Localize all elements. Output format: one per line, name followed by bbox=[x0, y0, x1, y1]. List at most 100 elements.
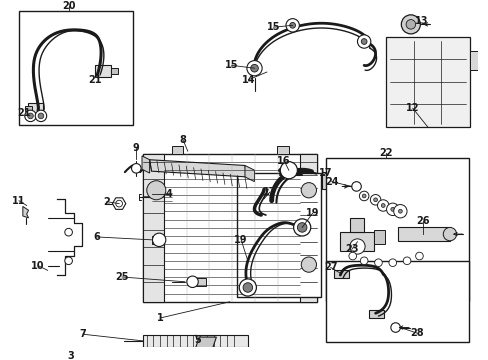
Circle shape bbox=[386, 203, 398, 216]
Bar bbox=[340, 232, 373, 251]
Text: 19: 19 bbox=[305, 208, 319, 218]
Bar bbox=[469, 51, 480, 70]
Bar bbox=[151, 236, 159, 244]
Text: 6: 6 bbox=[94, 232, 101, 242]
Circle shape bbox=[401, 15, 420, 34]
Circle shape bbox=[116, 200, 122, 207]
Text: 15: 15 bbox=[266, 22, 280, 32]
Circle shape bbox=[239, 279, 256, 296]
Circle shape bbox=[349, 239, 365, 254]
Text: 5: 5 bbox=[194, 335, 200, 345]
Circle shape bbox=[351, 182, 361, 191]
Circle shape bbox=[83, 352, 91, 360]
Circle shape bbox=[405, 19, 415, 29]
Text: 9: 9 bbox=[133, 143, 140, 153]
Circle shape bbox=[246, 60, 262, 76]
Bar bbox=[110, 68, 118, 74]
Circle shape bbox=[390, 207, 394, 211]
Circle shape bbox=[388, 259, 396, 266]
Bar bbox=[397, 228, 449, 241]
Bar bbox=[325, 158, 468, 301]
Circle shape bbox=[373, 198, 377, 202]
Bar bbox=[237, 173, 321, 297]
Text: 16: 16 bbox=[277, 156, 290, 166]
Circle shape bbox=[361, 39, 366, 44]
Polygon shape bbox=[112, 198, 125, 210]
Bar bbox=[142, 154, 163, 302]
Circle shape bbox=[398, 209, 402, 213]
Text: 13: 13 bbox=[414, 15, 427, 26]
Circle shape bbox=[38, 113, 44, 119]
Circle shape bbox=[348, 252, 356, 260]
Bar bbox=[142, 335, 247, 347]
Polygon shape bbox=[149, 160, 246, 177]
Bar bbox=[25, 106, 32, 111]
Circle shape bbox=[35, 110, 46, 122]
Polygon shape bbox=[23, 206, 28, 218]
Text: 7: 7 bbox=[80, 329, 86, 339]
Text: 19: 19 bbox=[234, 235, 247, 245]
Text: 28: 28 bbox=[410, 328, 424, 338]
Circle shape bbox=[27, 113, 33, 119]
Circle shape bbox=[359, 191, 368, 201]
Circle shape bbox=[390, 323, 400, 332]
Circle shape bbox=[415, 252, 423, 260]
Circle shape bbox=[131, 163, 141, 173]
Bar bbox=[322, 172, 333, 189]
Bar bbox=[277, 147, 288, 154]
Text: 22: 22 bbox=[379, 148, 392, 158]
Circle shape bbox=[369, 194, 380, 205]
Polygon shape bbox=[244, 166, 254, 182]
Text: 1: 1 bbox=[157, 313, 163, 323]
Circle shape bbox=[362, 194, 366, 198]
Circle shape bbox=[64, 257, 72, 265]
Circle shape bbox=[393, 204, 406, 218]
Bar bbox=[325, 261, 468, 342]
Text: 24: 24 bbox=[325, 177, 338, 187]
Circle shape bbox=[360, 257, 367, 265]
Text: 10: 10 bbox=[31, 261, 45, 271]
Text: 27: 27 bbox=[324, 262, 337, 273]
Text: 8: 8 bbox=[179, 135, 186, 145]
Circle shape bbox=[297, 223, 306, 232]
Text: 21: 21 bbox=[17, 108, 30, 118]
Text: 2: 2 bbox=[103, 197, 110, 207]
Circle shape bbox=[374, 259, 382, 266]
Circle shape bbox=[250, 64, 258, 72]
Circle shape bbox=[357, 35, 370, 48]
Circle shape bbox=[293, 219, 310, 236]
Circle shape bbox=[243, 283, 252, 292]
Text: 17: 17 bbox=[319, 168, 332, 178]
Bar bbox=[171, 147, 183, 154]
Circle shape bbox=[377, 200, 388, 211]
Text: 25: 25 bbox=[115, 272, 128, 282]
Text: 17: 17 bbox=[263, 187, 276, 197]
Bar bbox=[300, 154, 317, 302]
Bar bbox=[349, 218, 364, 232]
Bar bbox=[27, 103, 43, 113]
Circle shape bbox=[289, 22, 295, 28]
Circle shape bbox=[280, 162, 297, 179]
Bar bbox=[95, 66, 110, 77]
Bar bbox=[333, 175, 341, 186]
Circle shape bbox=[301, 257, 316, 272]
Text: 15: 15 bbox=[224, 60, 238, 70]
Bar bbox=[152, 189, 171, 204]
Text: 26: 26 bbox=[416, 216, 429, 226]
Circle shape bbox=[403, 257, 410, 265]
Text: 14: 14 bbox=[242, 75, 255, 85]
Polygon shape bbox=[195, 337, 216, 348]
Circle shape bbox=[186, 276, 198, 288]
Circle shape bbox=[301, 183, 316, 198]
Text: 3: 3 bbox=[67, 351, 74, 360]
Text: 23: 23 bbox=[345, 244, 358, 255]
Circle shape bbox=[64, 228, 72, 236]
Bar bbox=[196, 278, 205, 285]
Circle shape bbox=[381, 204, 385, 207]
Polygon shape bbox=[80, 350, 95, 360]
Bar bbox=[19, 11, 133, 125]
Text: 21: 21 bbox=[88, 75, 102, 85]
Circle shape bbox=[146, 181, 165, 200]
Bar bbox=[386, 37, 469, 127]
Circle shape bbox=[25, 110, 36, 122]
